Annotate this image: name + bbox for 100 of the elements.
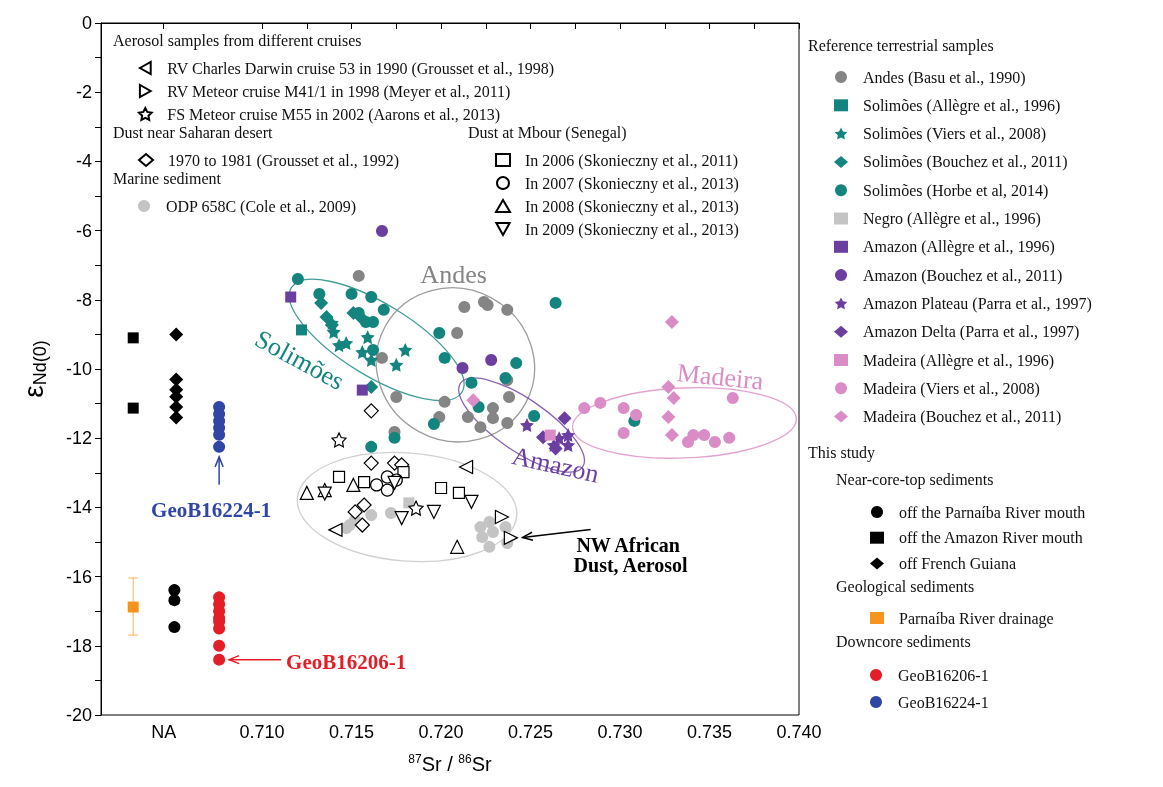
point	[519, 418, 534, 433]
legend-label: Amazon Plateau (Parra et al., 1997)	[863, 294, 1092, 313]
point	[438, 395, 451, 408]
text: GeoB16206-1	[898, 666, 989, 684]
legend-label: RV Charles Darwin cruise 53 in 1990 (Grousset et al., 1998)	[167, 59, 555, 78]
legend-label: Amazon (Allègre et al., 1996)	[863, 238, 1055, 257]
legend-label: Madeira (Allègre et al., 1996)	[863, 351, 1055, 370]
point	[346, 477, 361, 493]
point	[544, 429, 556, 441]
legend-label: FS Meteor cruise M55 in 2002 (Aarons et al., 2013)	[167, 105, 501, 124]
point	[328, 522, 343, 537]
legend-label: Solimões (Allègre et al., 1996)	[863, 96, 1061, 115]
point	[661, 410, 676, 425]
point	[499, 521, 512, 534]
point	[698, 429, 711, 442]
point	[408, 500, 424, 516]
point	[380, 483, 394, 497]
point	[356, 497, 372, 513]
legend-label: Solimões (Horbe et al, 2014)	[863, 181, 1049, 200]
y-tick-label: -20	[65, 705, 92, 725]
point	[503, 530, 518, 545]
point	[169, 372, 184, 387]
point	[510, 357, 523, 370]
point	[485, 354, 498, 366]
point	[486, 412, 499, 425]
text: This study	[808, 443, 876, 462]
point	[630, 409, 643, 422]
legend-label: Solimões (Viers et al., 2008)	[863, 125, 1047, 144]
legend-label: RV Meteor cruise M41/1 in 1998 (Meyer et al., 2011)	[167, 82, 511, 101]
point	[450, 539, 465, 554]
point	[466, 393, 481, 408]
annotation: Andes	[420, 260, 487, 290]
point	[461, 411, 474, 424]
legend-label: Madeira (Bouchez et al., 2011)	[863, 408, 1062, 427]
point	[501, 303, 514, 316]
point	[127, 332, 139, 344]
legend-label: 1970 to 1981 (Grousset et al., 1992)	[168, 151, 400, 170]
point	[384, 506, 397, 519]
point	[127, 601, 139, 613]
point	[459, 459, 474, 475]
point	[354, 517, 370, 533]
point	[483, 540, 496, 553]
point	[456, 361, 469, 374]
annotation: Marine sediment	[113, 169, 222, 187]
legend-label: ODP 658C (Cole et al., 2009)	[166, 197, 357, 216]
point	[213, 653, 226, 666]
point	[458, 301, 471, 314]
y-tick-label: -8	[75, 289, 92, 310]
legend-label: In 2008 (Skonieczny et al., 2013)	[525, 197, 739, 216]
point	[617, 427, 630, 440]
x-tick-label: 0.715	[329, 722, 375, 742]
point	[451, 327, 464, 340]
point	[285, 291, 297, 303]
point	[388, 431, 401, 444]
point	[426, 504, 441, 519]
point	[365, 291, 378, 304]
point	[664, 428, 679, 443]
point	[594, 396, 607, 409]
point	[355, 345, 370, 360]
x-tick-label: 0.720	[418, 722, 464, 742]
point	[364, 353, 379, 367]
y-tick-label: -12	[65, 428, 92, 449]
point	[474, 421, 487, 434]
point	[528, 410, 541, 423]
x-tick-label: 0.735	[686, 722, 733, 742]
point	[365, 440, 378, 453]
point	[398, 342, 413, 357]
annotation: Dust at Mbour (Senegal)	[468, 123, 627, 142]
point	[433, 327, 446, 340]
point	[347, 504, 363, 520]
legend-label: GeoB16224-1	[898, 693, 989, 711]
x-tick-label: 0.730	[597, 722, 643, 742]
legend-label: Solimões (Bouchez et al., 2011)	[863, 153, 1068, 172]
point	[377, 303, 390, 316]
point	[438, 351, 451, 364]
point	[345, 287, 358, 300]
y-tick-label: -4	[75, 151, 92, 172]
point	[370, 478, 384, 492]
y-tick-label: 0	[81, 13, 92, 33]
point	[168, 621, 181, 634]
point	[486, 525, 499, 538]
y-tick-label: -2	[75, 82, 92, 103]
point	[494, 509, 509, 525]
point	[464, 494, 479, 509]
legend-label: off the Amazon River mouth	[899, 529, 1083, 547]
point	[561, 428, 576, 443]
legend-label: In 2009 (Skonieczny et al., 2013)	[525, 220, 739, 239]
y-tick-label: -18	[65, 635, 92, 656]
point	[213, 440, 226, 453]
point	[168, 594, 181, 607]
point	[483, 515, 496, 528]
point	[367, 343, 380, 356]
point	[319, 310, 334, 325]
point	[726, 392, 739, 405]
point	[356, 384, 368, 396]
legend-label: GeoB16206-1	[286, 649, 407, 674]
point	[376, 351, 388, 364]
y-tick-label: -10	[65, 359, 92, 379]
legend-label: In 2007 (Skonieczny et al., 2013)	[525, 174, 739, 193]
point	[666, 391, 681, 406]
